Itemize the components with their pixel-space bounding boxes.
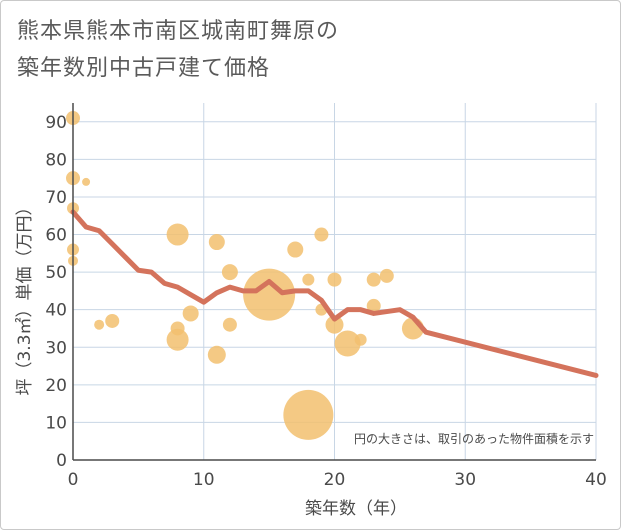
y-tick-label: 30 (45, 338, 67, 358)
y-tick-label: 50 (45, 263, 67, 283)
data-bubble (366, 272, 381, 287)
data-bubble (166, 328, 189, 351)
data-bubble (182, 305, 199, 322)
data-bubble (302, 273, 315, 286)
tick-labels: 0 10 20 30 40 50 60 70 80 90 0 10 20 30 40 (45, 113, 606, 490)
y-tick-label: 40 (45, 301, 67, 321)
data-bubble (94, 319, 105, 330)
y-tick-label: 90 (45, 113, 67, 133)
x-axis-label: 築年数（年） (305, 499, 407, 519)
y-axis-label: 坪（3.3㎡）単価（万円） (15, 198, 35, 395)
data-bubble (208, 234, 225, 251)
y-tick-label: 20 (45, 376, 67, 396)
x-tick-label: 30 (454, 470, 476, 490)
bubble-series (66, 111, 424, 440)
chart-title-line-1: 熊本県熊本市南区城南町舞原の (17, 19, 340, 44)
data-bubble (379, 268, 394, 283)
data-bubble (327, 272, 342, 287)
chart-title-line-2: 築年数別中古戸建て価格 (17, 56, 271, 81)
x-tick-label: 20 (324, 470, 346, 490)
data-bubble (243, 268, 296, 321)
data-bubble (82, 177, 91, 186)
x-tick-label: 0 (68, 470, 79, 490)
data-bubble (207, 345, 226, 364)
data-bubble (287, 241, 304, 258)
x-tick-label: 40 (585, 470, 607, 490)
data-bubble (314, 227, 329, 242)
axes (72, 103, 596, 461)
trend-line (70, 209, 599, 378)
data-bubble (105, 313, 120, 328)
y-tick-label: 0 (56, 451, 67, 471)
y-tick-label: 70 (45, 188, 67, 208)
data-bubble (354, 333, 367, 346)
y-tick-label: 60 (45, 226, 67, 246)
y-tick-label: 10 (45, 413, 67, 433)
bubble-size-note: 円の大きさは、取引のあった物件面積を示す (354, 431, 594, 446)
chart-title: 熊本県熊本市南区城南町舞原の 築年数別中古戸建て価格 (17, 13, 339, 87)
grid-lines (73, 103, 597, 460)
data-bubble (222, 317, 237, 332)
data-bubble (221, 264, 238, 281)
data-bubble (283, 389, 334, 440)
data-bubble (166, 223, 189, 246)
data-bubble (325, 315, 344, 334)
data-bubble (366, 298, 381, 313)
x-tick-label: 10 (193, 470, 215, 490)
y-tick-label: 80 (45, 150, 67, 170)
data-bubble (334, 330, 361, 357)
